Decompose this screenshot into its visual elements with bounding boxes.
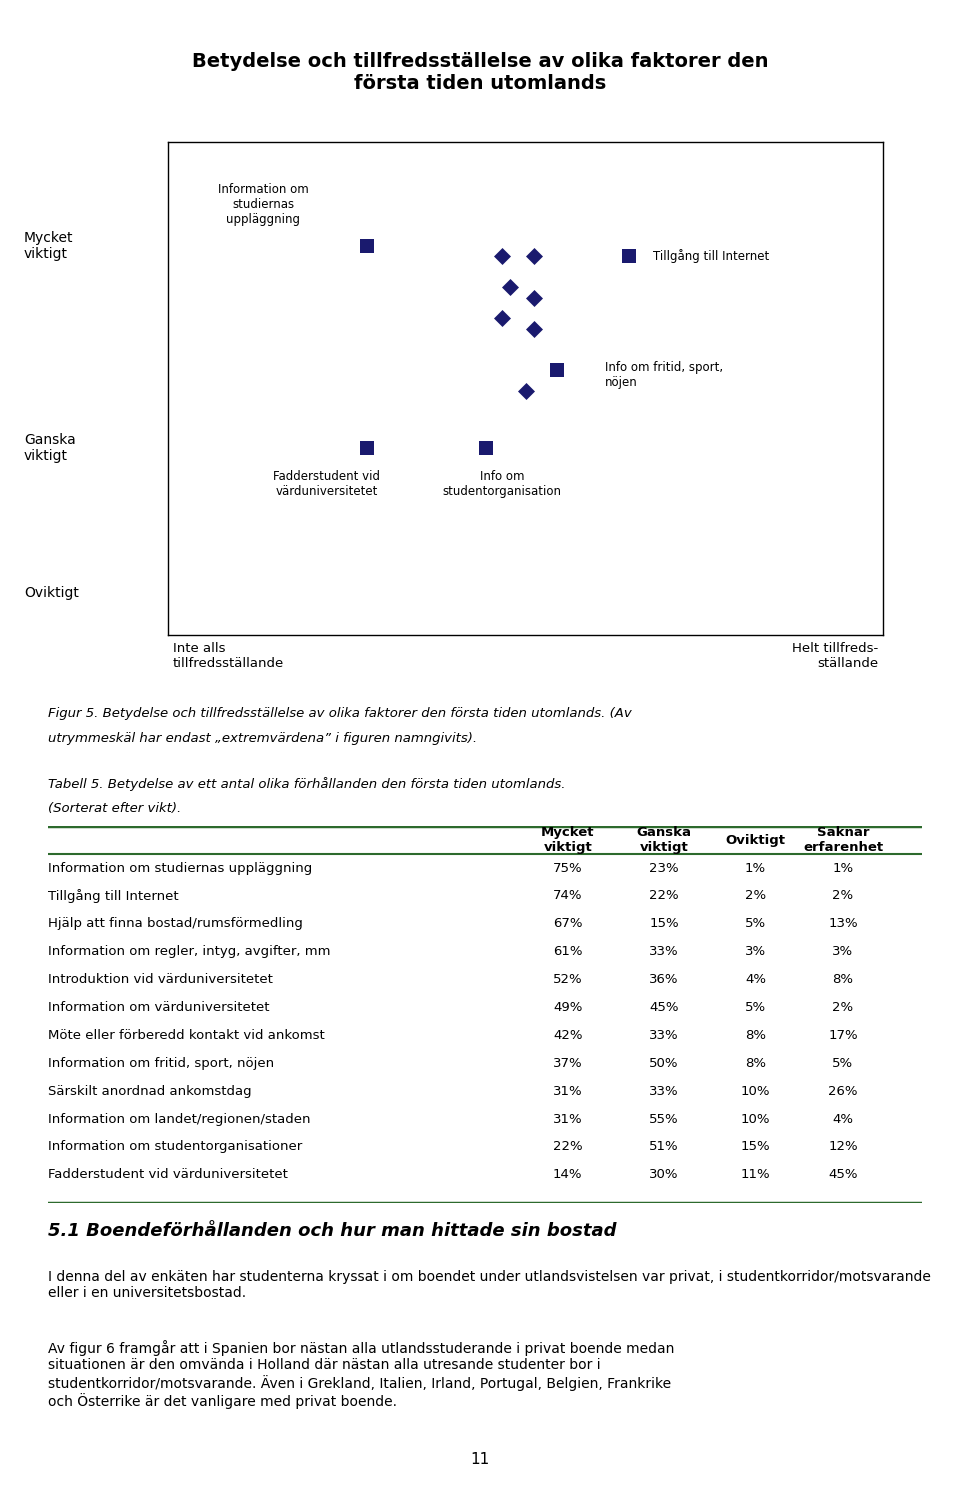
Text: Helt tillfreds-
ställande: Helt tillfreds- ställande [792, 642, 878, 671]
Text: 31%: 31% [553, 1113, 583, 1125]
Text: Introduktion vid värduniversitetet: Introduktion vid värduniversitetet [48, 973, 273, 986]
Text: Mycket
viktigt: Mycket viktigt [24, 230, 74, 261]
Text: 33%: 33% [649, 1029, 679, 1041]
Text: 55%: 55% [649, 1113, 679, 1125]
Text: utrymmeskäl har endast „extremvärdena” i figuren namngivits).: utrymmeskäl har endast „extremvärdena” i… [48, 732, 477, 746]
Text: (Sorterat efter vikt).: (Sorterat efter vikt). [48, 802, 181, 816]
Text: 14%: 14% [553, 1168, 583, 1182]
Text: 5%: 5% [745, 1001, 766, 1014]
Text: 2%: 2% [832, 889, 853, 902]
Text: Information om studentorganisationer: Information om studentorganisationer [48, 1140, 302, 1153]
Text: 36%: 36% [649, 973, 679, 986]
Text: 30%: 30% [649, 1168, 679, 1182]
Text: Mycket
viktigt: Mycket viktigt [541, 826, 594, 855]
Text: Saknar
erfarenhet: Saknar erfarenhet [803, 826, 883, 855]
Point [478, 436, 493, 460]
Text: Information om fritid, sport, nöjen: Information om fritid, sport, nöjen [48, 1056, 275, 1070]
Text: 15%: 15% [649, 917, 679, 931]
Text: Tabell 5. Betydelse av ett antal olika förhållanden den första tiden utomlands.: Tabell 5. Betydelse av ett antal olika f… [48, 777, 565, 790]
Text: 45%: 45% [828, 1168, 857, 1182]
Text: 5%: 5% [745, 917, 766, 931]
Text: 37%: 37% [553, 1056, 583, 1070]
Text: 15%: 15% [741, 1140, 771, 1153]
Text: Hjälp att finna bostad/rumsförmedling: Hjälp att finna bostad/rumsförmedling [48, 917, 302, 931]
Text: Särskilt anordnad ankomstdag: Särskilt anordnad ankomstdag [48, 1085, 252, 1098]
Point [621, 244, 636, 267]
Point [526, 244, 541, 267]
Text: Information om regler, intyg, avgifter, mm: Information om regler, intyg, avgifter, … [48, 946, 330, 958]
Text: 75%: 75% [553, 862, 583, 874]
Text: 33%: 33% [649, 1085, 679, 1098]
Text: 12%: 12% [828, 1140, 858, 1153]
Text: Info om fritid, sport,
nöjen: Info om fritid, sport, nöjen [605, 362, 723, 390]
Text: 8%: 8% [745, 1056, 766, 1070]
Text: 11%: 11% [741, 1168, 771, 1182]
Point [526, 285, 541, 309]
Text: 13%: 13% [828, 917, 858, 931]
Text: 22%: 22% [649, 889, 679, 902]
Text: 52%: 52% [553, 973, 583, 986]
Text: 3%: 3% [745, 946, 766, 958]
Text: 74%: 74% [553, 889, 583, 902]
Point [526, 317, 541, 341]
Text: 3%: 3% [832, 946, 853, 958]
Text: I denna del av enkäten har studenterna kryssat i om boendet under utlandsvistels: I denna del av enkäten har studenterna k… [48, 1270, 931, 1300]
Text: Tillgång till Internet: Tillgång till Internet [48, 889, 179, 902]
Text: Information om studiernas uppläggning: Information om studiernas uppläggning [48, 862, 312, 874]
Text: Av figur 6 framgår att i Spanien bor nästan alla utlandsstuderande i privat boen: Av figur 6 framgår att i Spanien bor näs… [48, 1340, 674, 1409]
Point [494, 244, 510, 267]
Text: Figur 5. Betydelse och tillfredsställelse av olika faktorer den första tiden uto: Figur 5. Betydelse och tillfredsställels… [48, 707, 632, 720]
Text: 1%: 1% [745, 862, 766, 874]
Text: 49%: 49% [553, 1001, 583, 1014]
Text: 8%: 8% [832, 973, 853, 986]
Point [550, 359, 565, 382]
Text: 11: 11 [470, 1452, 490, 1467]
Text: Info om
studentorganisation: Info om studentorganisation [443, 471, 562, 499]
Text: 4%: 4% [832, 1113, 853, 1125]
Text: 5%: 5% [832, 1056, 853, 1070]
Point [359, 436, 374, 460]
Text: 45%: 45% [649, 1001, 679, 1014]
Text: Oviktigt: Oviktigt [24, 587, 79, 601]
Text: 61%: 61% [553, 946, 583, 958]
Text: Information om landet/regionen/staden: Information om landet/regionen/staden [48, 1113, 310, 1125]
Text: 5.1 Boendeförhållanden och hur man hittade sin bostad: 5.1 Boendeförhållanden och hur man hitta… [48, 1222, 616, 1240]
Text: Ganska
viktigt: Ganska viktigt [24, 433, 76, 463]
Text: 2%: 2% [745, 889, 766, 902]
Text: 51%: 51% [649, 1140, 679, 1153]
FancyBboxPatch shape [25, 12, 935, 698]
Text: 22%: 22% [553, 1140, 583, 1153]
Point [494, 306, 510, 330]
Text: Fadderstudent vid värduniversitetet: Fadderstudent vid värduniversitetet [48, 1168, 288, 1182]
Point [359, 233, 374, 257]
Text: 26%: 26% [828, 1085, 857, 1098]
Text: Betydelse och tillfredsställelse av olika faktorer den
första tiden utomlands: Betydelse och tillfredsställelse av olik… [192, 52, 768, 93]
Text: 8%: 8% [745, 1029, 766, 1041]
Text: 23%: 23% [649, 862, 679, 874]
Text: 31%: 31% [553, 1085, 583, 1098]
Text: 4%: 4% [745, 973, 766, 986]
Text: 10%: 10% [741, 1113, 770, 1125]
Text: Oviktigt: Oviktigt [726, 834, 785, 847]
Text: Information om
studiernas
uppläggning: Information om studiernas uppläggning [218, 182, 309, 226]
Text: Fadderstudent vid
värduniversitetet: Fadderstudent vid värduniversitetet [274, 471, 380, 499]
Text: 17%: 17% [828, 1029, 858, 1041]
Text: 2%: 2% [832, 1001, 853, 1014]
Point [517, 379, 533, 403]
Text: 67%: 67% [553, 917, 583, 931]
Text: 10%: 10% [741, 1085, 770, 1098]
Point [502, 275, 517, 299]
Text: 42%: 42% [553, 1029, 583, 1041]
Text: Information om värduniversitetet: Information om värduniversitetet [48, 1001, 270, 1014]
Text: Möte eller förberedd kontakt vid ankomst: Möte eller förberedd kontakt vid ankomst [48, 1029, 324, 1041]
Text: 50%: 50% [649, 1056, 679, 1070]
Text: Ganska
viktigt: Ganska viktigt [636, 826, 691, 855]
Text: Inte alls
tillfredsställande: Inte alls tillfredsställande [173, 642, 284, 671]
Text: 1%: 1% [832, 862, 853, 874]
Text: Tillgång till Internet: Tillgång till Internet [653, 249, 769, 263]
Text: 33%: 33% [649, 946, 679, 958]
